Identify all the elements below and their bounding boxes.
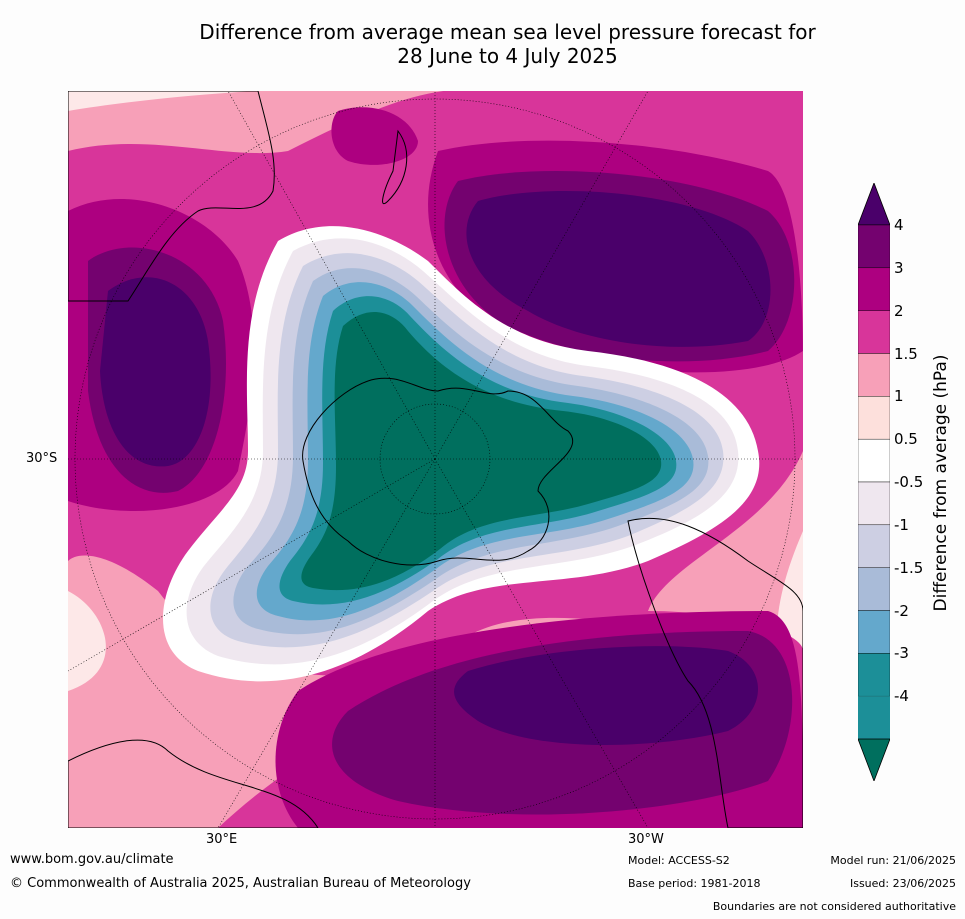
title-line-2: 28 June to 4 July 2025 — [397, 44, 618, 68]
meridian-150w — [434, 91, 649, 460]
footer-model-run: Model run: 21/06/2025 — [830, 854, 956, 867]
pressure-anomaly-map — [68, 91, 803, 828]
map-title: Difference from average mean sea level p… — [0, 20, 965, 68]
colorbar-tick-label: 4 — [894, 216, 904, 234]
south-america-outline — [627, 517, 803, 828]
lon-label-30w: 30°W — [628, 832, 664, 847]
colorbar-tick-label: 2 — [894, 301, 904, 320]
footer-disclaimer: Boundaries are not considered authoritat… — [712, 900, 956, 913]
colorbar-tick-label: 1.5 — [894, 344, 918, 363]
colorbar-band — [858, 438, 890, 483]
colorbar-band — [858, 481, 890, 526]
africa-outline — [68, 739, 319, 828]
contour-band-neg-4b — [301, 312, 662, 591]
colorbar-extend-bottom — [858, 738, 890, 781]
colorbar-band — [858, 696, 890, 739]
colorbar-tick-label: -1 — [894, 515, 909, 534]
colorbar-tick-label: -3 — [894, 644, 909, 663]
colorbar-band — [858, 353, 890, 397]
colorbar-tick-label: -2 — [894, 601, 909, 620]
footer-url[interactable]: www.bom.gov.au/climate — [10, 852, 174, 867]
colorbar-band — [858, 653, 890, 697]
footer-copyright: © Commonwealth of Australia 2025, Austra… — [10, 876, 471, 891]
colorbar-band — [858, 267, 890, 311]
contour-band-4b — [466, 191, 771, 347]
meridian-120 — [227, 91, 436, 460]
meridian-30w — [434, 458, 649, 828]
contour-band-4 — [100, 277, 211, 467]
colorbar-band — [858, 524, 890, 568]
colorbar-band — [858, 310, 890, 354]
title-line-1: Difference from average mean sea level p… — [199, 20, 816, 44]
colorbar-band — [858, 567, 890, 611]
colorbar-tick-label: -1.5 — [894, 558, 924, 577]
colorbar-label: Difference from average (hPa) — [931, 354, 951, 612]
new-zealand-outline — [382, 129, 408, 204]
footer-issued: Issued: 23/06/2025 — [849, 877, 956, 890]
lon-label-30e: 30°E — [206, 832, 238, 847]
colorbar-tick-label: -0.5 — [894, 473, 924, 491]
colorbar-tick-label: -4 — [894, 687, 909, 706]
lat-label-30s: 30°S — [26, 451, 58, 466]
colorbar-tick-label: 0.5 — [894, 430, 918, 449]
colorbar-band — [858, 610, 890, 654]
colorbar-band — [858, 224, 890, 269]
colorbar-extend-top — [858, 183, 890, 226]
colorbar — [858, 183, 890, 781]
colorbar-tick-label: 3 — [894, 258, 904, 277]
australia-outline — [68, 91, 275, 302]
map-canvas — [68, 91, 803, 828]
antarctica-coastline — [302, 377, 574, 566]
colorbar-band — [858, 396, 890, 440]
colorbar-tick-label: 1 — [894, 387, 904, 406]
footer-model: Model: ACCESS-S2 — [628, 854, 730, 867]
contour-band-2d — [331, 107, 418, 165]
footer-base-period: Base period: 1981-2018 — [628, 877, 761, 890]
